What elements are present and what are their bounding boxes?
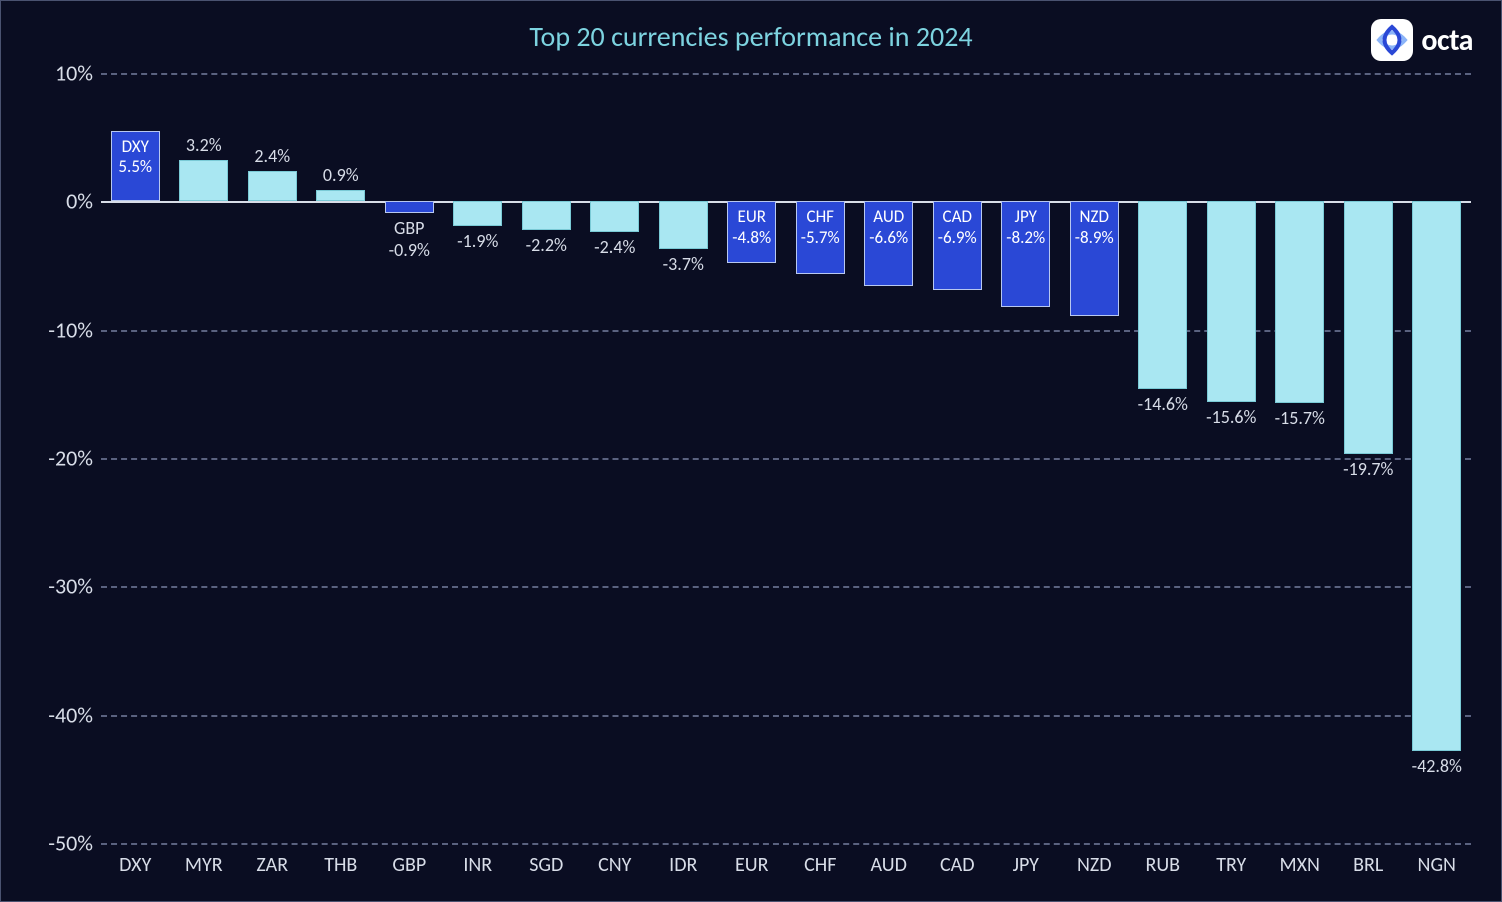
x-axis: DXY MYR ZAR THB GBP INR SGD CNY IDR EUR CHF AUD CAD J… (101, 853, 1471, 883)
bar-inside-label: EUR-4.8% (732, 207, 771, 248)
x-axis-label: SGD (529, 853, 563, 877)
bar-data-label: -15.6% (1206, 406, 1256, 428)
bar-inside-label: AUD-6.6% (869, 207, 908, 248)
chart-title: Top 20 currencies performance in 2024 (1, 19, 1501, 54)
x-axis-label: ZAR (256, 853, 288, 877)
x-axis-label: IDR (669, 853, 697, 877)
bar-gbp (385, 201, 434, 213)
bar-inside-label: NZD-8.9% (1075, 207, 1114, 248)
gridline (101, 843, 1471, 845)
bar-inside-label: JPY-8.2% (1006, 207, 1045, 248)
bar-idr (659, 201, 708, 248)
bar-cny (590, 201, 639, 232)
bar-data-label: -19.7% (1343, 458, 1393, 480)
x-axis-label: THB (324, 853, 357, 877)
x-axis-label: RUB (1145, 853, 1180, 877)
bar-data-label: -1.9% (457, 230, 498, 252)
gridline (101, 586, 1471, 588)
brand-logo: octa (1371, 19, 1473, 61)
bar-try (1207, 201, 1256, 401)
bar-data-label: 0.9% (323, 164, 359, 186)
bar-inside-label: CAD-6.9% (938, 207, 977, 248)
bar-ngn (1412, 201, 1461, 750)
bar-data-label: -2.4% (594, 236, 635, 258)
y-axis-label: -20% (48, 445, 93, 472)
gridline (101, 330, 1471, 332)
x-axis-label: INR (463, 853, 492, 877)
bar-inside-label: CHF-5.7% (801, 207, 840, 248)
x-axis-label: MYR (185, 853, 223, 877)
bar-data-label: 3.2% (186, 134, 222, 156)
x-axis-label: MXN (1280, 853, 1320, 877)
bar-brl (1344, 201, 1393, 454)
bar-data-label: 2.4% (254, 145, 290, 167)
x-axis-label: CAD (940, 853, 975, 877)
y-axis-label: -30% (48, 573, 93, 600)
x-axis-label: AUD (871, 853, 907, 877)
y-axis-label: 0% (66, 188, 93, 215)
y-axis-label: -40% (48, 701, 93, 728)
logo-mark-icon (1371, 19, 1413, 61)
bar-mxn (1275, 201, 1324, 402)
bar-data-label: -42.8% (1412, 755, 1462, 777)
x-axis-label: GBP (392, 853, 426, 877)
bar-sgd (522, 201, 571, 229)
gridline (101, 715, 1471, 717)
x-axis-label: CNY (598, 853, 631, 877)
bar-zar (248, 171, 297, 202)
y-axis-label: -10% (48, 316, 93, 343)
logo-text: octa (1421, 22, 1473, 59)
bar-rub (1138, 201, 1187, 388)
x-axis-label: CHF (804, 853, 836, 877)
plot-area: DXY5.5% 3.2% 2.4% 0.9% GBP-0.9% -1.9% -2.2% -2.… (101, 73, 1471, 843)
bar-data-label: -14.6% (1138, 393, 1188, 415)
bar-inside-label: DXY5.5% (118, 137, 152, 178)
bar-thb (316, 190, 365, 202)
bar-data-label: GBP-0.9% (389, 217, 430, 261)
x-axis-label: NGN (1418, 853, 1456, 877)
x-axis-label: TRY (1216, 853, 1246, 877)
x-axis-label: NZD (1077, 853, 1112, 877)
bar-data-label: -15.7% (1275, 407, 1325, 429)
zero-line (101, 201, 1471, 203)
gridline (101, 458, 1471, 460)
gridline (101, 73, 1471, 75)
x-axis-label: JPY (1013, 853, 1039, 877)
chart-container: Top 20 currencies performance in 2024 oc… (0, 0, 1502, 902)
y-axis-label: -50% (48, 830, 93, 857)
bar-data-label: -3.7% (663, 253, 704, 275)
bar-data-label: -2.2% (526, 234, 567, 256)
bar-myr (179, 160, 228, 201)
bar-inr (453, 201, 502, 225)
x-axis-label: EUR (735, 853, 768, 877)
x-axis-label: BRL (1353, 853, 1383, 877)
y-axis-label: 10% (55, 60, 93, 87)
x-axis-label: DXY (119, 853, 151, 877)
